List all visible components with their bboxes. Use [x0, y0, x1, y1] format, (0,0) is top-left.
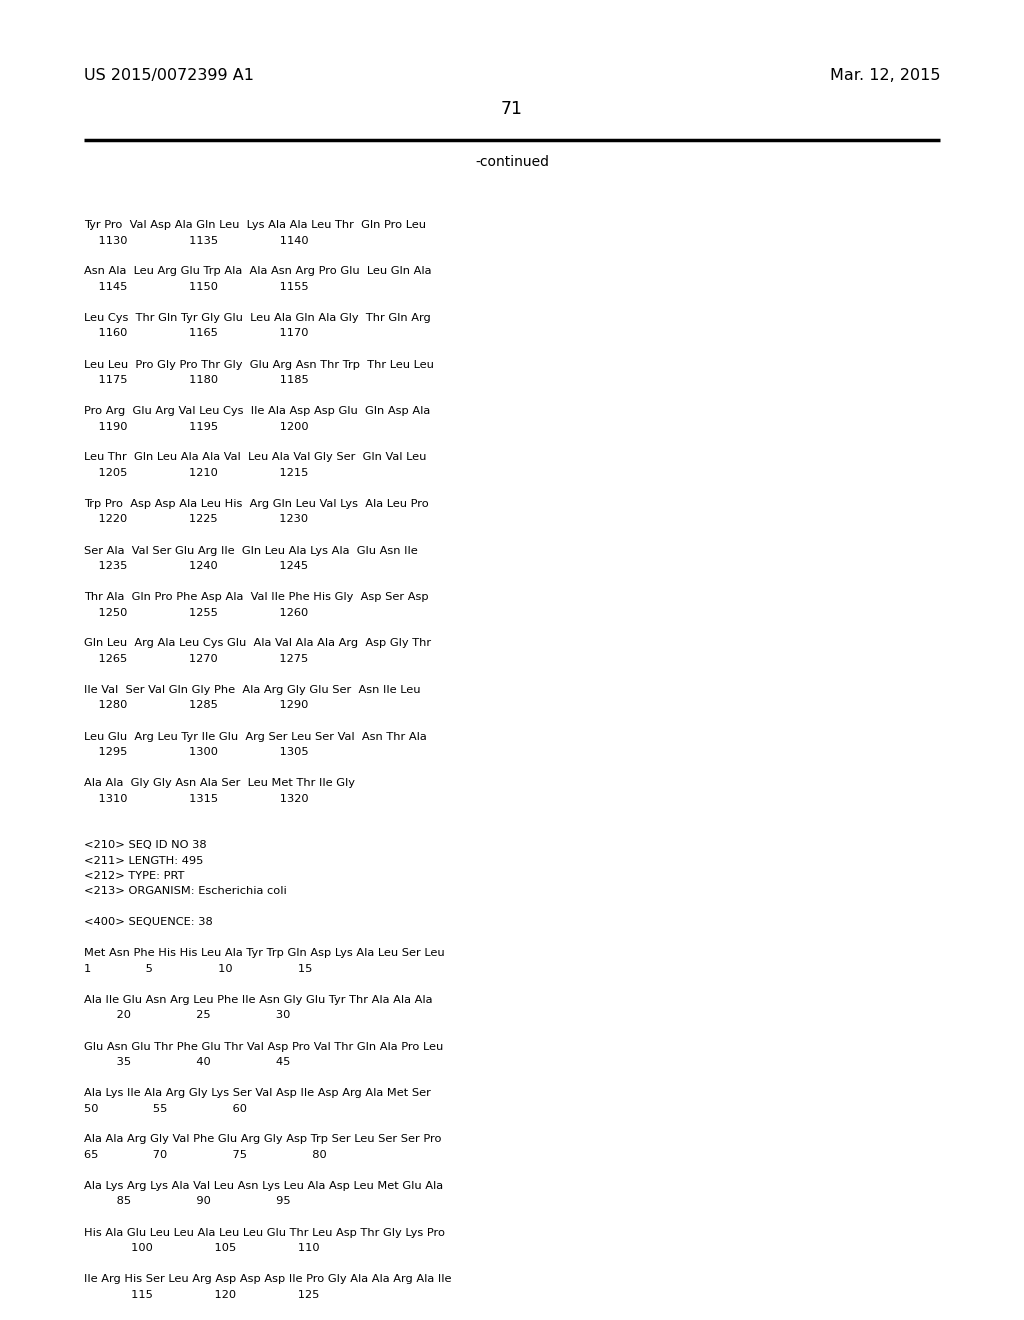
- Text: His Ala Glu Leu Leu Ala Leu Leu Glu Thr Leu Asp Thr Gly Lys Pro: His Ala Glu Leu Leu Ala Leu Leu Glu Thr …: [84, 1228, 445, 1238]
- Text: Ala Lys Ile Ala Arg Gly Lys Ser Val Asp Ile Asp Arg Ala Met Ser: Ala Lys Ile Ala Arg Gly Lys Ser Val Asp …: [84, 1088, 431, 1098]
- Text: 35                  40                  45: 35 40 45: [84, 1057, 291, 1067]
- Text: 20                  25                  30: 20 25 30: [84, 1011, 291, 1020]
- Text: 71: 71: [501, 100, 523, 117]
- Text: 1190                 1195                 1200: 1190 1195 1200: [84, 421, 308, 432]
- Text: Leu Thr  Gln Leu Ala Ala Val  Leu Ala Val Gly Ser  Gln Val Leu: Leu Thr Gln Leu Ala Ala Val Leu Ala Val …: [84, 453, 426, 462]
- Text: Asn Ala  Leu Arg Glu Trp Ala  Ala Asn Arg Pro Glu  Leu Gln Ala: Asn Ala Leu Arg Glu Trp Ala Ala Asn Arg …: [84, 267, 431, 276]
- Text: 65               70                  75                  80: 65 70 75 80: [84, 1150, 327, 1160]
- Text: Mar. 12, 2015: Mar. 12, 2015: [829, 69, 940, 83]
- Text: <210> SEQ ID NO 38: <210> SEQ ID NO 38: [84, 840, 207, 850]
- Text: Pro Arg  Glu Arg Val Leu Cys  Ile Ala Asp Asp Glu  Gln Asp Ala: Pro Arg Glu Arg Val Leu Cys Ile Ala Asp …: [84, 407, 430, 416]
- Text: Ala Ala Arg Gly Val Phe Glu Arg Gly Asp Trp Ser Leu Ser Ser Pro: Ala Ala Arg Gly Val Phe Glu Arg Gly Asp …: [84, 1134, 441, 1144]
- Text: 1175                 1180                 1185: 1175 1180 1185: [84, 375, 308, 385]
- Text: 1280                 1285                 1290: 1280 1285 1290: [84, 701, 308, 710]
- Text: 1145                 1150                 1155: 1145 1150 1155: [84, 282, 308, 292]
- Text: Glu Asn Glu Thr Phe Glu Thr Val Asp Pro Val Thr Gln Ala Pro Leu: Glu Asn Glu Thr Phe Glu Thr Val Asp Pro …: [84, 1041, 443, 1052]
- Text: <212> TYPE: PRT: <212> TYPE: PRT: [84, 871, 184, 880]
- Text: Leu Cys  Thr Gln Tyr Gly Glu  Leu Ala Gln Ala Gly  Thr Gln Arg: Leu Cys Thr Gln Tyr Gly Glu Leu Ala Gln …: [84, 313, 431, 323]
- Text: 115                 120                 125: 115 120 125: [84, 1290, 319, 1299]
- Text: Trp Pro  Asp Asp Ala Leu His  Arg Gln Leu Val Lys  Ala Leu Pro: Trp Pro Asp Asp Ala Leu His Arg Gln Leu …: [84, 499, 429, 510]
- Text: 1265                 1270                 1275: 1265 1270 1275: [84, 653, 308, 664]
- Text: Ile Val  Ser Val Gln Gly Phe  Ala Arg Gly Glu Ser  Asn Ile Leu: Ile Val Ser Val Gln Gly Phe Ala Arg Gly …: [84, 685, 421, 696]
- Text: <400> SEQUENCE: 38: <400> SEQUENCE: 38: [84, 917, 213, 928]
- Text: <213> ORGANISM: Escherichia coli: <213> ORGANISM: Escherichia coli: [84, 887, 287, 896]
- Text: 100                 105                 110: 100 105 110: [84, 1243, 319, 1253]
- Text: Met Asn Phe His His Leu Ala Tyr Trp Gln Asp Lys Ala Leu Ser Leu: Met Asn Phe His His Leu Ala Tyr Trp Gln …: [84, 949, 444, 958]
- Text: US 2015/0072399 A1: US 2015/0072399 A1: [84, 69, 254, 83]
- Text: Ala Ala  Gly Gly Asn Ala Ser  Leu Met Thr Ile Gly: Ala Ala Gly Gly Asn Ala Ser Leu Met Thr …: [84, 777, 355, 788]
- Text: 85                  90                  95: 85 90 95: [84, 1196, 291, 1206]
- Text: Ala Lys Arg Lys Ala Val Leu Asn Lys Leu Ala Asp Leu Met Glu Ala: Ala Lys Arg Lys Ala Val Leu Asn Lys Leu …: [84, 1181, 443, 1191]
- Text: 1310                 1315                 1320: 1310 1315 1320: [84, 793, 308, 804]
- Text: 50               55                  60: 50 55 60: [84, 1104, 247, 1114]
- Text: 1205                 1210                 1215: 1205 1210 1215: [84, 469, 308, 478]
- Text: 1160                 1165                 1170: 1160 1165 1170: [84, 329, 308, 338]
- Text: Tyr Pro  Val Asp Ala Gln Leu  Lys Ala Ala Leu Thr  Gln Pro Leu: Tyr Pro Val Asp Ala Gln Leu Lys Ala Ala …: [84, 220, 426, 230]
- Text: 1295                 1300                 1305: 1295 1300 1305: [84, 747, 308, 756]
- Text: Gln Leu  Arg Ala Leu Cys Glu  Ala Val Ala Ala Arg  Asp Gly Thr: Gln Leu Arg Ala Leu Cys Glu Ala Val Ala …: [84, 639, 431, 648]
- Text: Ile Arg His Ser Leu Arg Asp Asp Asp Ile Pro Gly Ala Ala Arg Ala Ile: Ile Arg His Ser Leu Arg Asp Asp Asp Ile …: [84, 1274, 452, 1284]
- Text: <211> LENGTH: 495: <211> LENGTH: 495: [84, 855, 204, 866]
- Text: Leu Leu  Pro Gly Pro Thr Gly  Glu Arg Asn Thr Trp  Thr Leu Leu: Leu Leu Pro Gly Pro Thr Gly Glu Arg Asn …: [84, 359, 434, 370]
- Text: 1               5                  10                  15: 1 5 10 15: [84, 964, 312, 974]
- Text: 1220                 1225                 1230: 1220 1225 1230: [84, 515, 308, 524]
- Text: Thr Ala  Gln Pro Phe Asp Ala  Val Ile Phe His Gly  Asp Ser Asp: Thr Ala Gln Pro Phe Asp Ala Val Ile Phe …: [84, 591, 429, 602]
- Text: 1235                 1240                 1245: 1235 1240 1245: [84, 561, 308, 572]
- Text: 1130                 1135                 1140: 1130 1135 1140: [84, 235, 308, 246]
- Text: Leu Glu  Arg Leu Tyr Ile Glu  Arg Ser Leu Ser Val  Asn Thr Ala: Leu Glu Arg Leu Tyr Ile Glu Arg Ser Leu …: [84, 731, 427, 742]
- Text: Ala Ile Glu Asn Arg Leu Phe Ile Asn Gly Glu Tyr Thr Ala Ala Ala: Ala Ile Glu Asn Arg Leu Phe Ile Asn Gly …: [84, 995, 432, 1005]
- Text: Ser Ala  Val Ser Glu Arg Ile  Gln Leu Ala Lys Ala  Glu Asn Ile: Ser Ala Val Ser Glu Arg Ile Gln Leu Ala …: [84, 545, 418, 556]
- Text: 1250                 1255                 1260: 1250 1255 1260: [84, 607, 308, 618]
- Text: -continued: -continued: [475, 154, 549, 169]
